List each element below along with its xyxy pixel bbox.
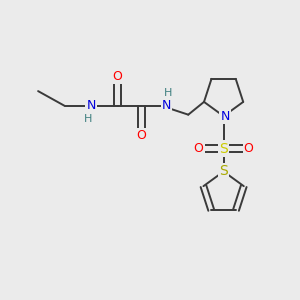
Text: O: O bbox=[136, 129, 146, 142]
Text: S: S bbox=[219, 142, 228, 155]
Text: N: N bbox=[220, 110, 230, 123]
Text: O: O bbox=[244, 142, 254, 155]
Text: O: O bbox=[113, 70, 122, 83]
Text: H: H bbox=[164, 88, 172, 98]
Text: N: N bbox=[86, 99, 96, 112]
Text: H: H bbox=[84, 114, 92, 124]
Text: S: S bbox=[219, 164, 228, 178]
Text: O: O bbox=[194, 142, 203, 155]
Text: N: N bbox=[161, 99, 171, 112]
